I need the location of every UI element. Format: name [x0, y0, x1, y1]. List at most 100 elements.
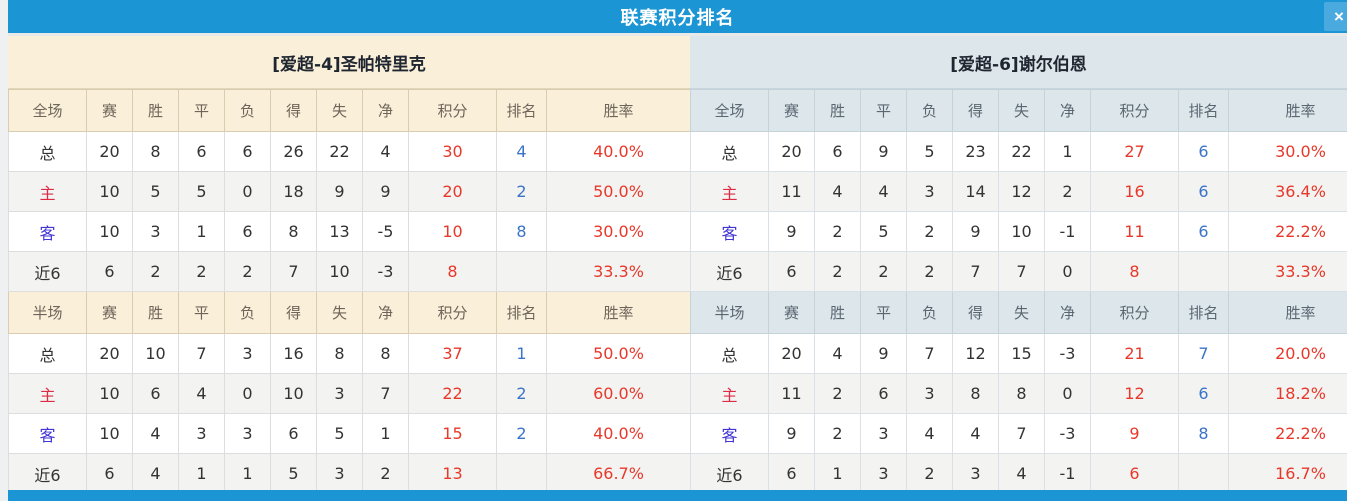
- points-value: 8: [408, 251, 497, 292]
- stat-value: 2: [814, 373, 861, 414]
- row-label: 总: [8, 131, 87, 172]
- column-header-row: 全场赛胜平负得失净积分 排名 胜率: [690, 89, 1347, 132]
- column-header: 平: [178, 291, 225, 334]
- stat-value: 6: [178, 131, 225, 172]
- stat-value: 12: [998, 171, 1045, 212]
- winrate-value: 60.0%: [546, 373, 690, 414]
- points-value: 16: [1090, 171, 1179, 212]
- stat-value: 10: [998, 211, 1045, 252]
- stat-value: 20: [768, 333, 815, 374]
- column-header: 得: [952, 89, 999, 132]
- stat-value: 2: [178, 251, 225, 292]
- stat-value: 3: [906, 171, 953, 212]
- stat-value: 10: [86, 171, 133, 212]
- row-label: 主: [690, 171, 769, 212]
- points-value: 6: [1090, 453, 1179, 490]
- stat-value: 7: [270, 251, 317, 292]
- close-button[interactable]: ×: [1324, 2, 1347, 31]
- stat-value: 4: [814, 333, 861, 374]
- column-header: 平: [178, 89, 225, 132]
- stat-value: 9: [362, 171, 409, 212]
- stat-value: -3: [1044, 333, 1091, 374]
- stat-value: 5: [316, 413, 363, 454]
- winrate-value: 50.0%: [546, 171, 690, 212]
- stats-row: 客 10 3 1 6 8 13 -5 10 8 30.0%: [8, 211, 690, 252]
- stat-value: 7: [952, 251, 999, 292]
- stat-value: 18: [270, 171, 317, 212]
- stat-value: 4: [132, 453, 179, 490]
- stat-value: 1: [178, 211, 225, 252]
- stats-row: 客 9 2 3 4 4 7 -3 9 8 22.2%: [690, 413, 1347, 454]
- stat-value: 9: [768, 413, 815, 454]
- column-header: 净: [1044, 291, 1091, 334]
- titlebar-divider: [8, 33, 1347, 36]
- stat-value: 3: [224, 333, 271, 374]
- winrate-value: 18.2%: [1228, 373, 1347, 414]
- column-header-row: 半场赛胜平负得失净积分 排名 胜率: [690, 291, 1347, 334]
- row-label: 主: [8, 171, 87, 212]
- winrate-value: 40.0%: [546, 131, 690, 172]
- stats-table-left: 全场赛胜平负得失净积分 排名 胜率总 20 8 6 6 26 22 4 30 4 40.0% 主 10 5 5 0…: [8, 89, 690, 490]
- points-value: 11: [1090, 211, 1179, 252]
- column-header: 得: [952, 291, 999, 334]
- column-header: 净: [362, 291, 409, 334]
- stats-row: 近6 6 2 2 2 7 10 -3 8 33.3%: [8, 251, 690, 292]
- rank-value: 8: [1178, 413, 1229, 454]
- rank-value: 1: [496, 333, 547, 374]
- stat-value: 8: [362, 333, 409, 374]
- rank-value: [1178, 251, 1229, 292]
- stat-value: 4: [814, 171, 861, 212]
- row-label: 客: [8, 413, 87, 454]
- column-header: 平: [860, 291, 907, 334]
- stat-value: 8: [132, 131, 179, 172]
- stat-value: 6: [814, 131, 861, 172]
- stat-value: 1: [224, 453, 271, 490]
- column-header: 排名: [496, 291, 547, 334]
- winrate-value: 33.3%: [1228, 251, 1347, 292]
- stat-value: 23: [952, 131, 999, 172]
- column-header: 积分: [1090, 291, 1179, 334]
- winrate-value: 36.4%: [1228, 171, 1347, 212]
- points-value: 21: [1090, 333, 1179, 374]
- stat-value: 20: [86, 131, 133, 172]
- column-header: 排名: [1178, 291, 1229, 334]
- stat-value: -1: [1044, 453, 1091, 490]
- row-label: 近6: [8, 453, 87, 490]
- team-name-left: [爱超-4]圣帕特里克: [8, 36, 690, 89]
- stat-value: 14: [952, 171, 999, 212]
- column-header: 负: [906, 89, 953, 132]
- stat-value: 6: [768, 251, 815, 292]
- column-header: 胜: [132, 291, 179, 334]
- points-value: 13: [408, 453, 497, 490]
- stat-value: 0: [224, 373, 271, 414]
- stats-row: 主 10 5 5 0 18 9 9 20 2 50.0%: [8, 171, 690, 212]
- stat-value: 2: [814, 211, 861, 252]
- dialog-title: 联赛积分排名: [620, 7, 735, 29]
- stat-value: 11: [768, 373, 815, 414]
- points-value: 20: [408, 171, 497, 212]
- stat-value: 2: [906, 211, 953, 252]
- stat-value: 2: [906, 453, 953, 490]
- row-label: 总: [690, 333, 769, 374]
- column-header: 赛: [86, 291, 133, 334]
- winrate-value: 30.0%: [1228, 131, 1347, 172]
- points-value: 37: [408, 333, 497, 374]
- stat-value: 1: [814, 453, 861, 490]
- stat-value: 11: [768, 171, 815, 212]
- stat-value: 2: [362, 453, 409, 490]
- stat-value: 3: [952, 453, 999, 490]
- rank-value: 2: [496, 413, 547, 454]
- stat-value: 2: [906, 251, 953, 292]
- rank-value: [496, 453, 547, 490]
- team-panel-left: [爱超-4]圣帕特里克 全场赛胜平负得失净积分 排名 胜率总 20 8 6 6 26 22 4 30…: [8, 36, 690, 490]
- stat-value: 6: [132, 373, 179, 414]
- winrate-value: 66.7%: [546, 453, 690, 490]
- column-header: 积分: [408, 291, 497, 334]
- column-header: 排名: [1178, 89, 1229, 132]
- stat-value: 13: [316, 211, 363, 252]
- stat-value: 10: [132, 333, 179, 374]
- row-label: 客: [690, 211, 769, 252]
- dialog-titlebar: 联赛积分排名 ×: [8, 0, 1347, 33]
- stat-value: 7: [178, 333, 225, 374]
- stat-value: 2: [814, 413, 861, 454]
